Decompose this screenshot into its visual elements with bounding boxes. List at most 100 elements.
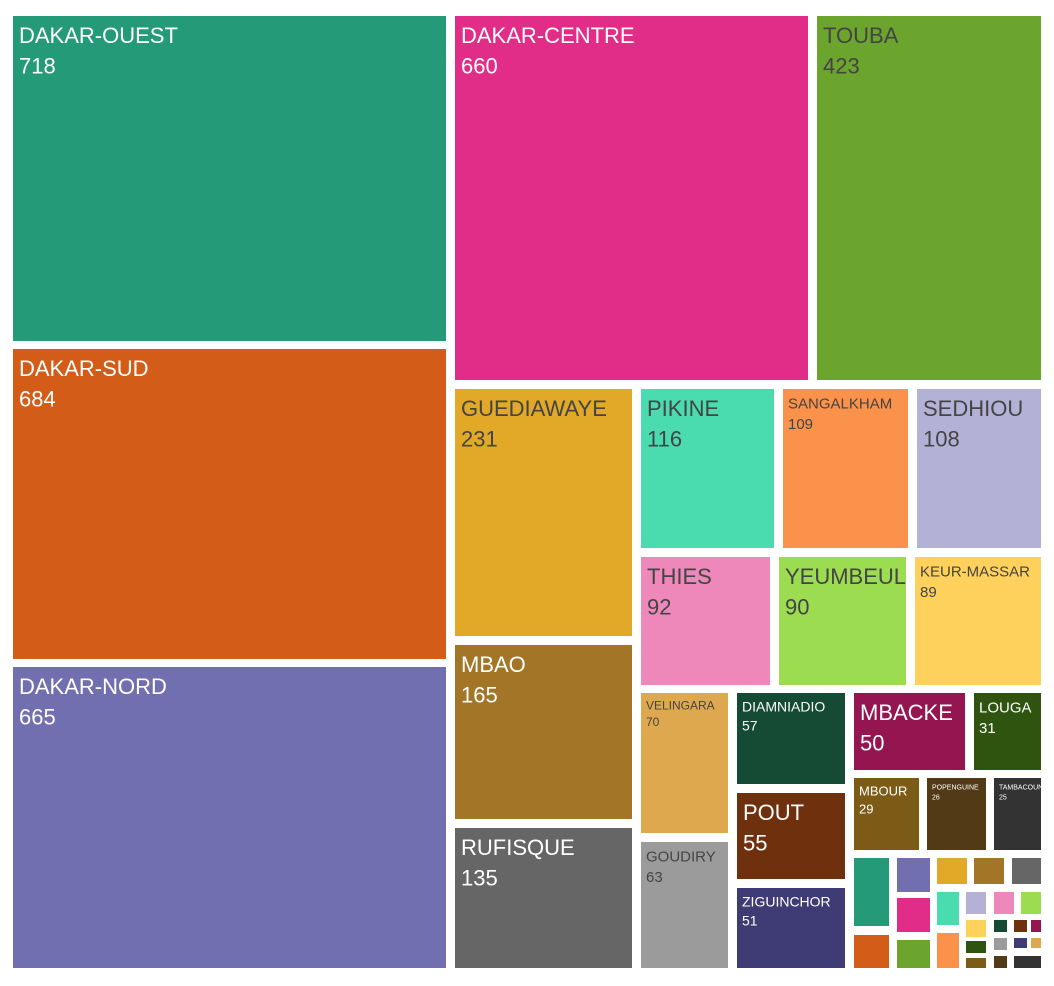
tile-label: POUT <box>743 800 804 825</box>
tile-rect[interactable] <box>13 667 446 968</box>
tile-label: MBOUR <box>859 783 907 798</box>
tile-rect[interactable] <box>737 693 845 784</box>
tile-value: 718 <box>19 53 56 78</box>
treemap-tile-yeumbeul[interactable]: YEUMBEUL 90 <box>779 557 906 685</box>
treemap-tile-popenguine[interactable]: POPENGUINE 26 <box>927 778 986 850</box>
treemap-tile-pikine[interactable]: PIKINE 116 <box>641 389 774 548</box>
tile-rect[interactable] <box>737 793 845 879</box>
treemap-small-tile[interactable] <box>994 956 1007 968</box>
treemap-small-tile[interactable] <box>966 958 986 968</box>
treemap-tile-thies[interactable]: THIES 92 <box>641 557 770 685</box>
treemap-tile-sedhiou[interactable]: SEDHIOU 108 <box>917 389 1041 548</box>
tile-value: 57 <box>742 718 758 734</box>
tile-value: 108 <box>923 426 960 451</box>
tile-value: 51 <box>742 913 758 929</box>
tile-value: 660 <box>461 53 498 78</box>
tile-value: 92 <box>647 594 671 619</box>
treemap-small-tile[interactable] <box>937 858 967 884</box>
tile-rect[interactable] <box>641 693 728 833</box>
tile-value: 63 <box>646 869 663 886</box>
tile-label: YEUMBEUL <box>785 564 906 589</box>
treemap-tile-sangalkham[interactable]: SANGALKHAM 109 <box>783 389 908 548</box>
tile-label: RUFISQUE <box>461 835 575 860</box>
treemap-tile-keur-massar[interactable]: KEUR-MASSAR 89 <box>915 557 1041 685</box>
treemap-tile-pout[interactable]: POUT 55 <box>737 793 845 879</box>
treemap-tile-ziguinchor[interactable]: ZIGUINCHOR 51 <box>737 888 845 968</box>
treemap-tile-mbacke[interactable]: MBACKE 50 <box>854 693 965 770</box>
tile-rect[interactable] <box>917 389 1041 548</box>
treemap-small-tile[interactable] <box>897 898 930 932</box>
tile-rect[interactable] <box>455 16 808 380</box>
treemap-tile-mbao[interactable]: MBAO 165 <box>455 645 632 819</box>
treemap-tile-dakar-nord[interactable]: DAKAR-NORD 665 <box>13 667 446 968</box>
treemap-small-tile[interactable] <box>937 892 959 925</box>
treemap-tile-touba[interactable]: TOUBA 423 <box>817 16 1041 380</box>
treemap-small-tile[interactable] <box>966 892 986 914</box>
treemap-small-tile[interactable] <box>1012 858 1041 884</box>
tile-value: 109 <box>788 416 813 433</box>
tile-value: 665 <box>19 704 56 729</box>
tile-value: 55 <box>743 830 767 855</box>
tile-rect[interactable] <box>854 778 919 850</box>
treemap-small-tile[interactable] <box>994 920 1007 932</box>
treemap-small-tile[interactable] <box>1014 938 1027 948</box>
tile-rect[interactable] <box>783 389 908 548</box>
treemap-tile-dakar-ouest[interactable]: DAKAR-OUEST 718 <box>13 16 446 341</box>
treemap-small-tile[interactable] <box>854 935 889 968</box>
treemap-small-tile[interactable] <box>897 858 930 892</box>
tile-label: VELINGARA <box>646 698 715 712</box>
tile-rect[interactable] <box>817 16 1041 380</box>
tile-label: GOUDIRY <box>646 848 716 865</box>
treemap-small-tile[interactable] <box>854 858 889 926</box>
treemap-small-tile[interactable] <box>1014 920 1027 932</box>
tile-label: KEUR-MASSAR <box>920 563 1030 580</box>
treemap-tile-tambacounda[interactable]: TAMBACOUNDA 25 <box>994 778 1053 850</box>
tile-rect[interactable] <box>737 888 845 968</box>
treemap-small-tile[interactable] <box>994 938 1007 950</box>
tile-rect[interactable] <box>13 16 446 341</box>
treemap-tile-louga[interactable]: LOUGA 31 <box>974 693 1041 770</box>
tile-rect[interactable] <box>641 557 770 685</box>
treemap-tile-guediawaye[interactable]: GUEDIAWAYE 231 <box>455 389 632 636</box>
tile-rect[interactable] <box>779 557 906 685</box>
treemap-tile-dakar-centre[interactable]: DAKAR-CENTRE 660 <box>455 16 808 380</box>
tile-rect[interactable] <box>455 645 632 819</box>
treemap-small-tile[interactable] <box>994 892 1014 914</box>
tile-label: TOUBA <box>823 23 899 48</box>
tile-label: SEDHIOU <box>923 396 1023 421</box>
treemap-small-tile[interactable] <box>1031 920 1041 932</box>
tile-rect[interactable] <box>455 389 632 636</box>
tile-rect[interactable] <box>854 693 965 770</box>
tile-rect[interactable] <box>13 349 446 659</box>
treemap-tile-dakar-sud[interactable]: DAKAR-SUD 684 <box>13 349 446 659</box>
treemap-small-tile[interactable] <box>974 858 1004 884</box>
tile-rect[interactable] <box>994 778 1041 850</box>
treemap-small-tile[interactable] <box>937 933 959 968</box>
tile-value: 231 <box>461 426 498 451</box>
tile-rect[interactable] <box>927 778 986 850</box>
treemap-tile-goudiry[interactable]: GOUDIRY 63 <box>641 842 728 968</box>
tile-label: ZIGUINCHOR <box>742 893 831 909</box>
tile-rect[interactable] <box>641 389 774 548</box>
tile-value: 70 <box>646 715 660 729</box>
tile-label: DAKAR-SUD <box>19 356 149 381</box>
tile-rect[interactable] <box>974 693 1041 770</box>
tile-label: POPENGUINE <box>932 785 979 792</box>
tile-label: PIKINE <box>647 396 719 421</box>
treemap-tile-rufisque[interactable]: RUFISQUE 135 <box>455 828 632 968</box>
treemap-small-tile[interactable] <box>966 920 986 937</box>
tile-label: MBAO <box>461 652 526 677</box>
treemap-tile-velingara[interactable]: VELINGARA 70 <box>641 693 728 833</box>
treemap-small-tile[interactable] <box>1014 956 1041 968</box>
treemap-small-tile[interactable] <box>1031 938 1041 948</box>
treemap-small-tile[interactable] <box>966 941 986 953</box>
treemap-tile-mbour[interactable]: MBOUR 29 <box>854 778 919 850</box>
tile-value: 31 <box>979 720 996 737</box>
treemap-small-tile[interactable] <box>897 940 930 968</box>
treemap-small-tile[interactable] <box>1021 892 1041 914</box>
tile-rect[interactable] <box>455 828 632 968</box>
tile-rect[interactable] <box>641 842 728 968</box>
tile-rect[interactable] <box>915 557 1041 685</box>
treemap-tile-diamniadio[interactable]: DIAMNIADIO 57 <box>737 693 845 784</box>
